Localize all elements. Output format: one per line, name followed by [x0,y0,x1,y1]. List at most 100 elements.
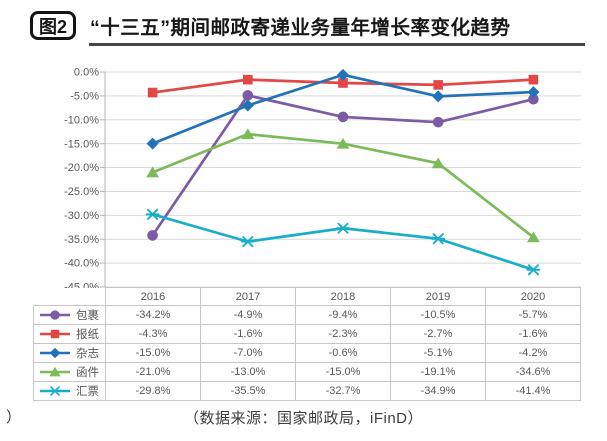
xline-legend-glyph [40,386,70,396]
figure-header: 图2 “十三五”期间邮政寄递业务量年增长率变化趋势 [30,11,511,40]
table-body: 包裹 -34.2% -4.9% -9.4% -10.5% -5.7% 报纸 -4.3% -1.6… [33,305,581,401]
series-函件 [146,128,540,243]
value-cell: -29.8% [105,381,201,401]
triangle-marker-icon [241,128,255,140]
title-underline [89,43,585,46]
series-name-label: 函件 [76,367,99,379]
series-包裹 [147,90,539,241]
diamond-legend-glyph [40,347,70,359]
value-cell: -1.6% [485,324,581,344]
y-tick-label: 0.0% [74,67,99,79]
value-cell: -4.3% [105,324,201,344]
triangle-marker-icon [49,366,61,377]
series-汇票 [145,208,541,276]
value-cell: -10.5% [390,305,486,325]
diamond-marker-icon [527,86,540,99]
legend-key-包裹: 包裹 [33,305,106,325]
stray-parenthesis-text: ） [6,409,22,426]
triangle-legend-glyph [40,366,70,377]
figure-title: “十三五”期间邮政寄递业务量年增长率变化趋势 [90,17,511,39]
triangle-marker-icon [431,157,445,169]
diamond-marker-icon [337,68,349,81]
value-cell: -2.7% [390,324,486,344]
value-cell: -1.6% [200,324,296,344]
year-column-header: 2016 [105,287,201,306]
table-corner-cell [34,288,106,306]
table-row-报纸: 报纸 -4.3% -1.6% -2.3% -2.7% -1.6% [33,324,581,344]
value-cell: -5.1% [390,343,486,363]
value-cell: -41.4% [485,381,581,401]
diamond-marker-icon [49,347,61,359]
square-marker-icon [50,329,60,339]
table-header: 2016 2017 2018 2019 2020 [34,287,581,306]
triangle-marker-icon [527,231,540,243]
legend-key-报纸: 报纸 [33,324,106,344]
legend-key-汇票: 汇票 [33,381,106,401]
value-cell: -15.0% [105,343,201,363]
diamond-marker-icon [146,137,159,150]
xline-marker-icon [336,222,350,234]
table-row-杂志: 杂志 -15.0% -7.0% -0.6% -5.1% -4.2% [33,343,581,363]
xline-marker-icon [240,236,255,248]
y-tick-label: -20.0% [64,162,99,174]
value-cell: -34.6% [485,362,581,382]
figure-number-badge: 图2 [30,11,77,40]
square-marker-icon [433,80,443,90]
value-cell: -5.7% [485,305,581,325]
series-name-label: 包裹 [76,310,99,322]
xline-marker-icon [526,264,541,276]
square-legend-glyph [40,329,70,339]
square-marker-icon [147,87,158,98]
value-cell: -9.4% [295,305,391,325]
square-marker-icon [338,78,348,88]
year-column-header: 2018 [295,287,391,306]
circle-marker-icon [528,93,539,105]
xline-marker-icon [48,386,62,396]
y-tick-label: -25.0% [64,186,99,198]
series-name-label: 汇票 [76,386,99,398]
value-cell: -2.3% [295,324,391,344]
chart-data-table: 2016 2017 2018 2019 2020 包裹 -34.2% -4.9% -9.4% -… [33,287,581,401]
value-cell: -4.2% [485,343,581,363]
triangle-marker-icon [336,137,350,149]
value-cell: -19.1% [390,362,486,382]
series-name-label: 杂志 [76,348,99,360]
year-column-header: 2017 [200,287,296,306]
xline-marker-icon [145,208,160,220]
table-row-包裹: 包裹 -34.2% -4.9% -9.4% -10.5% -5.7% [33,305,581,325]
value-cell: -7.0% [200,343,296,363]
value-cell: -34.2% [105,305,201,325]
y-tick-label: -40.0% [64,258,99,270]
value-cell: -32.7% [295,381,391,401]
triangle-marker-icon [146,166,159,178]
y-tick-label: -35.0% [64,234,99,246]
diamond-marker-icon [432,90,445,103]
circle-marker-icon [50,310,60,320]
xline-marker-icon [431,233,446,245]
value-cell: -4.9% [200,305,296,325]
series-line [151,132,535,239]
y-axis: 0.0% -5.0% -10.0% -15.0% -20.0% -25.0% -30.0% -… [64,67,581,288]
series-报纸 [147,74,539,98]
value-cell: -21.0% [105,362,201,382]
circle-marker-icon [242,90,254,101]
y-tick-label: -5.0% [70,90,99,102]
series-line [151,213,535,272]
circle-legend-glyph [40,310,70,320]
value-cell: -35.5% [200,381,296,401]
year-header-row: 2016 2017 2018 2019 2020 [34,287,581,306]
circle-marker-icon [432,116,444,128]
legend-key-杂志: 杂志 [33,343,106,363]
square-marker-icon [528,74,539,85]
y-tick-label: -10.0% [64,114,99,126]
line-chart: 0.0% -5.0% -10.0% -15.0% -20.0% -25.0% -30.0% -… [64,67,581,288]
value-cell: -13.0% [200,362,296,382]
data-source-caption: （数据来源：国家邮政局，iFinD） [183,410,423,427]
y-tick-label: -30.0% [64,210,99,222]
y-tick-label: -15.0% [64,138,99,150]
value-cell: -0.6% [295,343,391,363]
table-row-函件: 函件 -21.0% -13.0% -15.0% -19.1% -34.6% [33,362,581,382]
series-杂志 [146,68,540,150]
series-name-label: 报纸 [76,329,99,341]
